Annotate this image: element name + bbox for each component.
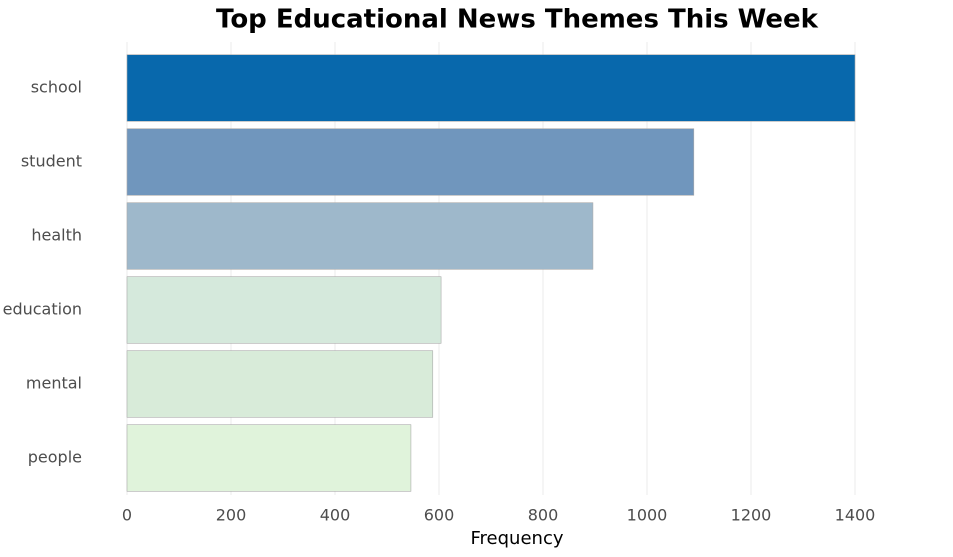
y-tick-label: school [31, 78, 82, 97]
bar [126, 202, 594, 270]
x-axis-label: Frequency [471, 528, 564, 549]
x-tick-label: 200 [216, 506, 247, 525]
bar [126, 424, 412, 492]
x-tick-label: 1000 [627, 506, 668, 525]
y-tick-label: mental [26, 374, 82, 393]
x-tick-label: 600 [424, 506, 455, 525]
x-tick-label: 400 [320, 506, 351, 525]
bar [126, 350, 434, 418]
y-tick-label: health [31, 226, 82, 245]
y-tick-label: education [3, 300, 82, 319]
x-tick-label: 0 [122, 506, 132, 525]
x-tick-label: 800 [528, 506, 559, 525]
bar [126, 128, 695, 196]
bar [126, 276, 442, 344]
x-tick-label: 1200 [731, 506, 772, 525]
y-tick-label: people [28, 448, 82, 467]
chart-title: Top Educational News Themes This Week [216, 5, 819, 35]
x-tick-label: 1400 [835, 506, 876, 525]
y-tick-label: student [21, 152, 82, 171]
bar [126, 54, 856, 122]
